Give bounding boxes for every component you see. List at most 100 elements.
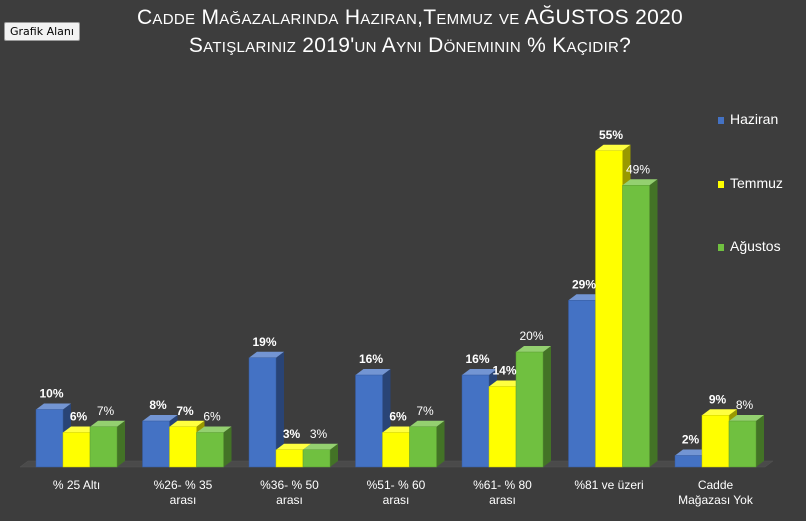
x-tick-label-4-line-1: arası [489, 493, 516, 507]
bar-top [90, 420, 125, 427]
legend-label-agustos: Ağustos [730, 238, 781, 254]
bar-front [302, 449, 331, 468]
x-tick-label-3: %51- % 60 arası [367, 478, 426, 507]
chart-title: Cadde Mağazalarında Haziran,Temmuz ve AĞ… [60, 4, 760, 60]
bar-top [169, 420, 205, 427]
bar-side [223, 426, 232, 467]
bar-side [330, 443, 338, 467]
bar-front [595, 150, 623, 468]
bar-side [276, 351, 284, 467]
bar-haziran-2[interactable] [248, 351, 284, 468]
data-label-agustos-6: 8% [736, 398, 754, 412]
bar-side [117, 420, 125, 467]
legend-item-agustos: Ağustos [718, 238, 781, 254]
legend-label-haziran: Haziran [730, 111, 779, 127]
x-tick-label-1: %26- % 35 arası [154, 478, 213, 507]
bar-front [461, 374, 490, 468]
bar-side [756, 415, 764, 467]
bar-agustos-0[interactable] [89, 420, 125, 468]
bar-front [89, 426, 118, 468]
bar-top [196, 426, 232, 433]
x-tick-label-6-line-0: Cadde [698, 478, 734, 492]
legend-label-temmuz: Temmuz [730, 175, 783, 191]
bar-front [515, 351, 544, 468]
bar-front [568, 300, 596, 468]
data-label-agustos-3: 7% [416, 404, 434, 418]
bar-top [36, 403, 71, 410]
bar-front [409, 426, 437, 468]
bar-front [728, 420, 757, 468]
data-label-agustos-5: 49% [626, 162, 650, 176]
data-label-haziran-0: 10% [39, 387, 63, 401]
chart-x-tick-labels: % 25 Altı %26- % 35 arası%36- % 50 arası%51… [53, 478, 754, 507]
data-label-agustos-2: 3% [310, 427, 328, 441]
x-tick-label-2: %36- % 50 arası [260, 478, 319, 507]
chart-area-tooltip: Grafik Alanı [4, 22, 80, 41]
bar-agustos-1[interactable] [196, 426, 232, 468]
bar-agustos-2[interactable] [302, 443, 338, 468]
data-label-haziran-5: 29% [572, 277, 596, 291]
bar-top [595, 144, 631, 151]
x-tick-label-1-line-1: arası [170, 493, 197, 507]
bar-agustos-4[interactable] [515, 346, 551, 468]
bar-front [622, 185, 650, 468]
bar-front [196, 432, 224, 468]
x-tick-label-5: %81 ve üzeri [574, 478, 643, 492]
data-label-temmuz-3: 6% [389, 410, 407, 424]
x-tick-label-6: Cadde Mağazası Yok [678, 478, 754, 507]
bar-top [729, 415, 764, 421]
bar-front [674, 455, 703, 468]
x-tick-label-3-line-0: %51- % 60 [367, 478, 426, 492]
bar-top [489, 380, 524, 387]
data-label-haziran-3: 16% [359, 352, 383, 366]
bar-top [702, 409, 737, 416]
bar-side [543, 346, 551, 467]
x-tick-label-4-line-0: %61- % 80 [473, 478, 532, 492]
x-tick-label-4: %61- % 80 arası [473, 478, 532, 507]
chart-bars [35, 144, 764, 468]
x-tick-label-0-line-0: % 25 Altı [53, 478, 100, 492]
data-label-haziran-1: 8% [149, 398, 167, 412]
legend-swatch-temmuz [718, 180, 724, 188]
data-label-temmuz-4: 14% [492, 364, 516, 378]
bar-top [142, 415, 178, 421]
bar-agustos-6[interactable] [728, 415, 764, 468]
legend-item-haziran: Haziran [718, 111, 778, 127]
bar-front [35, 409, 64, 468]
x-tick-label-3-line-1: arası [383, 493, 410, 507]
bar-top [382, 426, 418, 433]
chart-title-line-2: Satışlarınız 2019'un Aynı Döneminin % Ka… [188, 34, 632, 57]
data-label-temmuz-6: 9% [709, 392, 727, 406]
data-label-haziran-2: 19% [252, 335, 276, 349]
bar-top [675, 449, 710, 456]
x-tick-label-2-line-0: %36- % 50 [260, 478, 319, 492]
bar-side [436, 420, 445, 467]
data-label-temmuz-5: 55% [599, 128, 623, 142]
data-label-haziran-6: 2% [682, 433, 700, 447]
bar-top [249, 351, 284, 358]
data-label-temmuz-2: 3% [283, 427, 301, 441]
x-tick-label-0: % 25 Altı [53, 478, 100, 492]
bar-top [355, 369, 391, 375]
chart-data-labels: 10%6% 7% 8% 7% 6%19%3% 3%16%6% 7%16%14%20%29%5… [39, 128, 753, 447]
bar-front [355, 374, 383, 468]
bar-agustos-3[interactable] [409, 420, 445, 468]
x-tick-label-6-line-1: Mağazası Yok [678, 493, 754, 507]
data-label-temmuz-0: 6% [70, 410, 88, 424]
bar-front [382, 432, 410, 468]
bar-front [248, 357, 277, 468]
legend-swatch-agustos [718, 243, 724, 251]
x-tick-label-1-line-0: %26- % 35 [154, 478, 213, 492]
bar-front [275, 449, 304, 468]
bar-agustos-5[interactable] [622, 179, 658, 468]
data-label-haziran-4: 16% [465, 352, 489, 366]
bar-top [303, 443, 338, 450]
data-label-agustos-0: 7% [97, 404, 115, 418]
data-label-temmuz-1: 7% [176, 404, 194, 418]
bar-side [649, 179, 658, 467]
data-label-agustos-1: 6% [203, 410, 221, 424]
bar-front [169, 426, 197, 468]
bar-front [142, 420, 170, 468]
